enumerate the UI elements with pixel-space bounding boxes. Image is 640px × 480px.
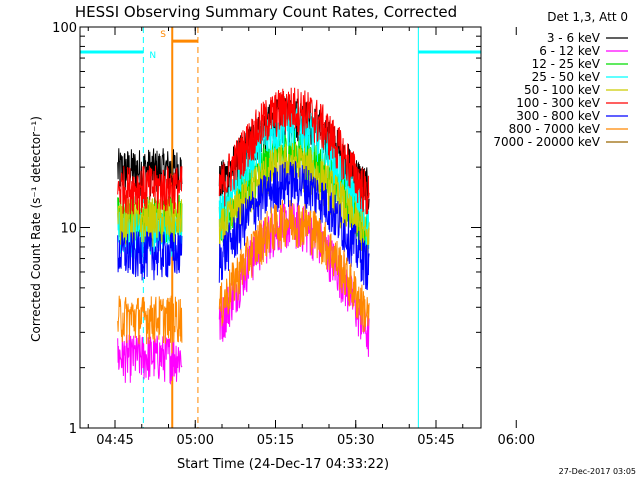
axes: 04:45 05:00 05:15 05:30 05:45 06:00 1 10 100 [52,21,535,448]
legend-label-7: 800 - 7000 keV [509,122,601,136]
legend-title: Det 1,3, Att 0 [547,10,628,24]
legend-label-8: 7000 - 20000 keV [493,135,600,149]
series-line-6 [117,161,370,291]
chart-title: HESSI Observing Summary Count Rates, Cor… [75,3,457,21]
plot-area: NS [80,27,481,428]
timestamp: 27-Dec-2017 03:05 [559,467,636,476]
x-tick-label: 06:00 [498,433,535,448]
x-tick-label: 05:30 [337,433,374,448]
legend-label-1: 6 - 12 keV [539,44,601,58]
x-axis-label: Start Time (24-Dec-17 04:33:22) [177,457,389,472]
y-tick-label: 10 [60,222,77,237]
x-tick-label: 05:15 [257,433,294,448]
series-line-5 [117,87,370,215]
x-tick-label: 04:45 [96,433,133,448]
plot-inner: NS [80,27,481,428]
legend-label-2: 12 - 25 keV [532,57,601,71]
legend-label-4: 50 - 100 keV [524,83,601,97]
y-tick-label: 100 [52,21,77,36]
legend-label-3: 25 - 50 keV [532,70,601,84]
saa-label: S [160,30,166,40]
legend-label-5: 100 - 300 keV [516,96,600,110]
legend-label-6: 300 - 800 keV [516,109,600,123]
legend-label-0: 3 - 6 keV [547,31,601,45]
y-tick-label: 1 [69,422,77,437]
y-axis-label: Corrected Count Rate (s⁻¹ detector⁻¹) [29,116,43,342]
series-line-7 [117,199,370,345]
x-tick-label: 05:00 [177,433,214,448]
night-label: N [149,51,156,61]
x-tick-label: 05:45 [417,433,454,448]
